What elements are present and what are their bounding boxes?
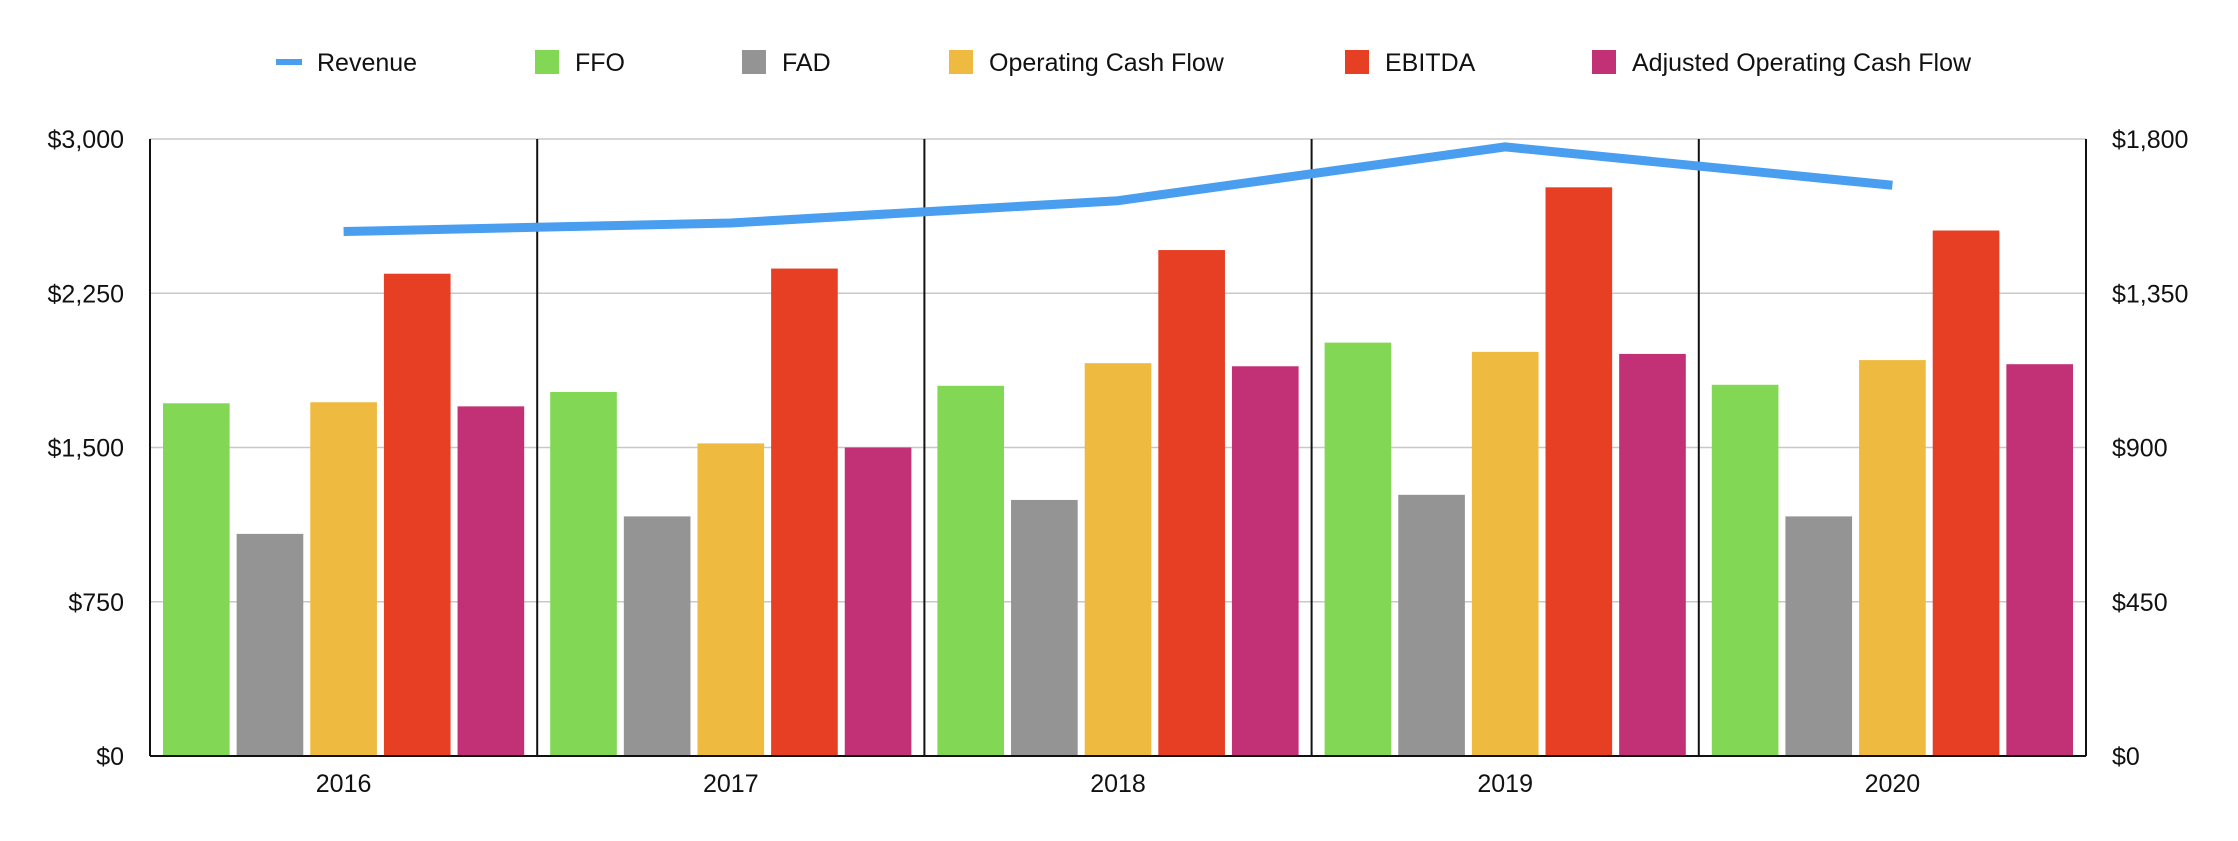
bar-adjusted-operating-cash-flow-2020 — [2006, 364, 2073, 756]
legend-swatch-ffo — [535, 50, 559, 74]
bar-ffo-2018 — [937, 385, 1005, 756]
bar-operating-cash-flow-2019 — [1471, 351, 1539, 756]
left-tick-label: $0 — [96, 743, 124, 771]
bar-fad-2020 — [1785, 516, 1853, 756]
left-tick-label: $2,250 — [48, 280, 124, 308]
bar-operating-cash-flow-2020 — [1859, 360, 1926, 756]
left-tick-label: $750 — [68, 589, 124, 617]
legend-label-ffo: FFO — [575, 49, 625, 77]
right-tick-label: $450 — [2112, 589, 2168, 617]
bar-ebitda-2017 — [771, 268, 838, 756]
legend-label-ebitda: EBITDA — [1385, 49, 1476, 77]
bar-adjusted-operating-cash-flow-2019 — [1619, 353, 1686, 756]
legend-swatch-ebitda — [1345, 50, 1369, 74]
x-tick-label: 2018 — [1090, 770, 1146, 798]
line-series — [343, 142, 1893, 237]
bar-operating-cash-flow-2016 — [310, 402, 377, 756]
bar-series — [163, 187, 2073, 756]
bar-ebitda-2018 — [1158, 250, 1225, 756]
bar-ffo-2016 — [163, 403, 230, 756]
x-tick-label: 2020 — [1865, 770, 1921, 798]
bar-operating-cash-flow-2018 — [1084, 363, 1152, 756]
legend-swatch-operating-cash-flow — [949, 50, 973, 74]
legend-label-operating-cash-flow: Operating Cash Flow — [989, 49, 1225, 77]
x-axis-ticks: 2016 2017 2018 2019 2020 — [316, 770, 1920, 798]
bar-ebitda-2020 — [1932, 230, 2000, 756]
bar-ffo-2020 — [1711, 384, 1779, 756]
x-tick-label: 2019 — [1477, 770, 1533, 798]
x-tick-label: 2017 — [703, 770, 759, 798]
legend: Revenue FFO FAD Operating Cash Flow EBITDA Ad… — [276, 49, 1972, 77]
right-tick-label: $900 — [2112, 435, 2168, 463]
right-tick-label: $1,800 — [2112, 126, 2188, 154]
legend-swatch-adjusted-operating-cash-flow — [1592, 50, 1616, 74]
line-revenue — [343, 142, 1893, 237]
legend-item-fad: FAD — [742, 49, 831, 77]
legend-item-ebitda: EBITDA — [1345, 49, 1476, 77]
left-tick-label: $3,000 — [48, 126, 124, 154]
bar-ffo-2017 — [550, 391, 617, 756]
legend-item-operating-cash-flow: Operating Cash Flow — [949, 49, 1225, 77]
bar-fad-2016 — [236, 533, 304, 756]
bar-adjusted-operating-cash-flow-2018 — [1231, 366, 1299, 756]
category-separators — [536, 139, 1700, 756]
right-tick-label: $1,350 — [2112, 280, 2188, 308]
legend-label-fad: FAD — [782, 49, 831, 77]
bar-fad-2018 — [1011, 499, 1078, 756]
bar-ebitda-2019 — [1545, 187, 1613, 756]
bar-adjusted-operating-cash-flow-2016 — [457, 406, 525, 756]
legend-label-revenue: Revenue — [317, 49, 417, 77]
left-axis-ticks: $0 $750 $1,500 $2,250 $3,000 — [48, 126, 124, 771]
bar-fad-2017 — [623, 516, 691, 756]
legend-label-adjusted-operating-cash-flow: Adjusted Operating Cash Flow — [1632, 49, 1972, 77]
legend-item-adjusted-operating-cash-flow: Adjusted Operating Cash Flow — [1592, 49, 1972, 77]
axes — [149, 139, 2087, 757]
legend-swatch-revenue — [276, 59, 302, 65]
legend-item-revenue: Revenue — [276, 49, 417, 77]
bar-operating-cash-flow-2017 — [697, 443, 765, 756]
bar-ebitda-2016 — [383, 273, 451, 756]
left-tick-label: $1,500 — [48, 435, 124, 463]
right-axis-ticks: $0 $450 $900 $1,350 $1,800 — [2112, 126, 2188, 771]
bar-ffo-2019 — [1324, 342, 1392, 756]
right-tick-label: $0 — [2112, 743, 2140, 771]
x-tick-label: 2016 — [316, 770, 372, 798]
legend-swatch-fad — [742, 50, 766, 74]
bar-adjusted-operating-cash-flow-2017 — [844, 447, 912, 756]
bar-fad-2019 — [1398, 494, 1465, 756]
legend-item-ffo: FFO — [535, 49, 625, 77]
